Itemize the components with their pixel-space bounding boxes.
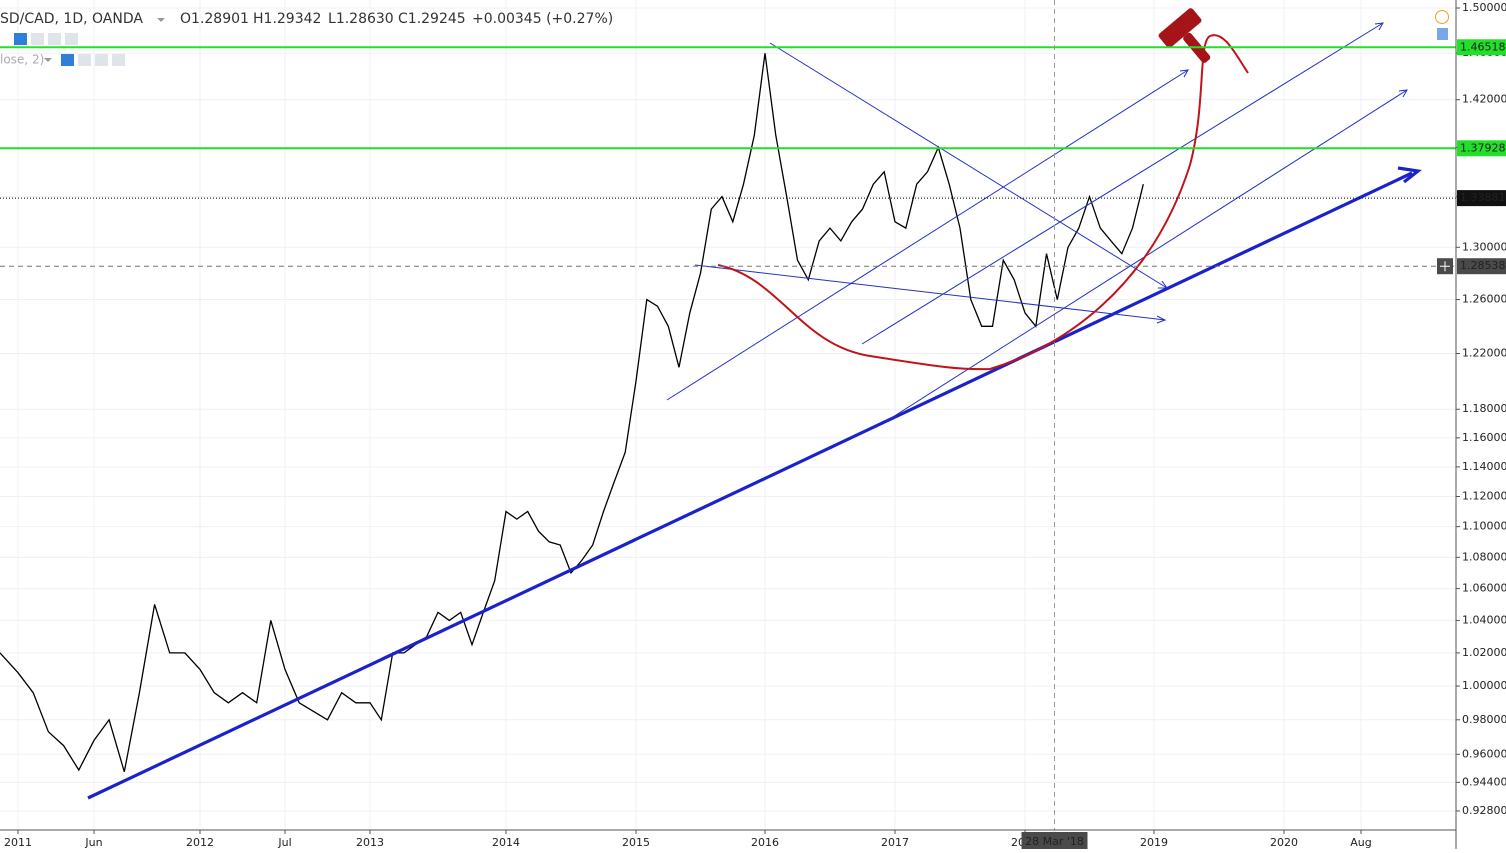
x-tick-label: 2017	[881, 836, 909, 849]
y-tick-label: 1.00000	[1462, 679, 1506, 692]
ohlc-item: H1.29342	[253, 11, 321, 27]
x-tick-label: 2019	[1140, 836, 1168, 849]
crosshair-price-label: 1.28538	[1460, 259, 1506, 272]
change: +0.00345 (+0.27%)	[472, 11, 613, 27]
ohlc-key: C	[398, 11, 408, 27]
x-tick-label: 2014	[492, 836, 520, 849]
x-tick-label: Jul	[277, 836, 291, 849]
ohlc-value: 1.28901	[191, 11, 249, 27]
ohlc-value: 1.29342	[264, 11, 322, 27]
x-tick-label: 2011	[4, 836, 32, 849]
ohlc-key: L	[328, 11, 336, 27]
series-layer	[0, 53, 1143, 772]
add-icon[interactable]	[95, 54, 108, 66]
add-icon[interactable]	[48, 33, 61, 45]
x-tick-label: 2020	[1270, 836, 1298, 849]
y-tick-label: 1.26000	[1462, 293, 1506, 306]
ohlc-item: O1.28901	[180, 11, 249, 27]
indicator: lose, 2)	[0, 53, 44, 67]
x-tick-label: 2015	[622, 836, 650, 849]
x-tick-label: 2012	[186, 836, 214, 849]
eye-icon[interactable]	[61, 54, 74, 66]
eye-icon[interactable]	[14, 33, 27, 45]
x-tick-label: 2016	[751, 836, 779, 849]
grid	[0, 0, 1456, 830]
y-tick-label: 1.14000	[1462, 460, 1506, 473]
y-tick-label: 1.04000	[1462, 613, 1506, 626]
axis-labels: 1.46518 1.37928 1.33881 1.28538 28 Mar '18	[1022, 39, 1506, 849]
y-tick-label: 1.02000	[1462, 646, 1506, 659]
arrow-head	[1158, 281, 1167, 288]
scale-icon[interactable]	[1437, 28, 1448, 40]
trend-line	[862, 23, 1383, 344]
curve-drawing	[718, 35, 1248, 369]
last-price-label: 1.33881	[1460, 191, 1506, 204]
close-icon[interactable]	[112, 54, 125, 66]
level-label: 1.46518	[1460, 40, 1506, 53]
dropdown-caret	[44, 58, 52, 62]
ohlc-key: H	[253, 11, 264, 27]
x-tick-label: Jun	[84, 836, 102, 849]
close-icon[interactable]	[65, 33, 78, 45]
ohlc-value: 1.29245	[408, 11, 466, 27]
settings-icon[interactable]	[31, 33, 44, 45]
y-tick-label: 0.94400	[1462, 775, 1506, 788]
x-tick-label: 2013	[356, 836, 384, 849]
y-tick-label: 1.22000	[1462, 347, 1506, 360]
trend-line	[667, 70, 1188, 400]
trend-line	[88, 173, 1412, 798]
y-tick-label: 0.92800	[1462, 804, 1506, 817]
y-tick-label: 1.16000	[1462, 431, 1506, 444]
y-tick-label: 1.30000	[1462, 240, 1506, 253]
y-tick-label: 1.12000	[1462, 490, 1506, 503]
y-tick-label: 1.06000	[1462, 582, 1506, 595]
level-label: 1.37928	[1460, 141, 1506, 154]
y-tick-label: 0.98000	[1462, 713, 1506, 726]
symbol: SD/CAD, 1D, OANDA	[0, 11, 143, 27]
trend-line	[770, 43, 1167, 288]
gavel-icon	[1157, 7, 1224, 75]
dropdown-caret	[157, 18, 165, 22]
y-tick-label: 0.96000	[1462, 747, 1506, 760]
price-line	[0, 53, 1143, 772]
drawings	[88, 7, 1418, 798]
ohlc-value: 1.28630	[336, 11, 394, 27]
ohlc-item: L1.28630	[328, 11, 394, 27]
ohlc-item: C1.29245	[398, 11, 466, 27]
alert-icon[interactable]	[1436, 11, 1449, 24]
x-tick-label: Aug	[1350, 836, 1371, 849]
y-tick-label: 1.18000	[1462, 402, 1506, 415]
y-tick-label: 1.10000	[1462, 520, 1506, 533]
ohlc-key: O	[180, 11, 191, 27]
crosshair-date-label: 28 Mar '18	[1025, 835, 1084, 848]
y-tick-label: 1.42000	[1462, 93, 1506, 106]
y-tick-label: 1.50000	[1462, 1, 1506, 14]
y-tick-label: 1.08000	[1462, 550, 1506, 563]
settings-icon[interactable]	[78, 54, 91, 66]
overlay-layer	[0, 0, 1456, 830]
